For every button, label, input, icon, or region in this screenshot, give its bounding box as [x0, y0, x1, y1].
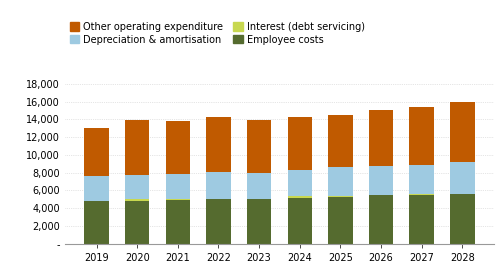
- Bar: [287, 196, 312, 198]
- Bar: [287, 117, 312, 170]
- Bar: [206, 172, 231, 199]
- Bar: [84, 200, 109, 201]
- Bar: [410, 165, 434, 194]
- Bar: [450, 194, 475, 244]
- Bar: [84, 201, 109, 244]
- Bar: [410, 108, 434, 165]
- Bar: [247, 199, 271, 244]
- Bar: [450, 162, 475, 193]
- Bar: [125, 120, 149, 175]
- Bar: [328, 167, 353, 196]
- Bar: [328, 196, 353, 197]
- Bar: [125, 199, 149, 200]
- Bar: [166, 121, 190, 174]
- Bar: [328, 197, 353, 244]
- Bar: [166, 199, 190, 200]
- Bar: [287, 198, 312, 244]
- Bar: [369, 166, 393, 195]
- Bar: [328, 115, 353, 167]
- Bar: [287, 170, 312, 196]
- Bar: [410, 195, 434, 244]
- Bar: [247, 173, 271, 199]
- Legend: Other operating expenditure, Depreciation & amortisation, Interest (debt servici: Other operating expenditure, Depreciatio…: [70, 22, 365, 45]
- Bar: [369, 110, 393, 166]
- Bar: [125, 200, 149, 244]
- Bar: [206, 199, 231, 244]
- Bar: [166, 200, 190, 244]
- Bar: [84, 128, 109, 176]
- Bar: [410, 194, 434, 195]
- Bar: [450, 193, 475, 194]
- Bar: [206, 117, 231, 172]
- Bar: [369, 195, 393, 244]
- Bar: [166, 174, 190, 199]
- Bar: [125, 175, 149, 199]
- Bar: [450, 102, 475, 162]
- Bar: [84, 176, 109, 200]
- Bar: [247, 120, 271, 173]
